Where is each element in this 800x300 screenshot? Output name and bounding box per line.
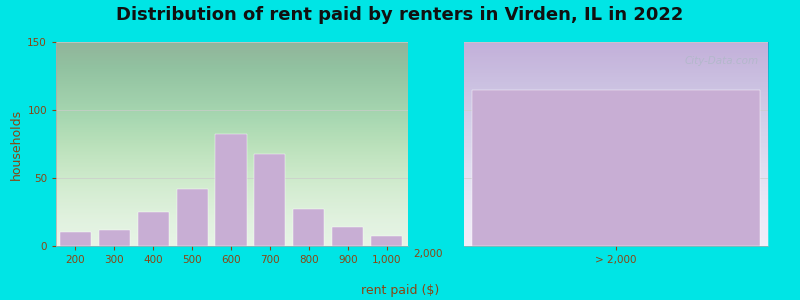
Text: City-Data.com: City-Data.com bbox=[685, 56, 759, 66]
Bar bbox=[98, 230, 130, 246]
Bar bbox=[294, 209, 324, 246]
Bar bbox=[472, 90, 761, 246]
Text: Distribution of rent paid by renters in Virden, IL in 2022: Distribution of rent paid by renters in … bbox=[116, 6, 684, 24]
Text: 2,000: 2,000 bbox=[414, 249, 442, 259]
Bar bbox=[60, 232, 91, 246]
Bar bbox=[215, 134, 246, 246]
Bar bbox=[177, 189, 208, 246]
Bar bbox=[138, 212, 169, 246]
Y-axis label: households: households bbox=[10, 108, 23, 180]
Bar bbox=[371, 236, 402, 246]
Bar bbox=[332, 227, 363, 246]
Bar bbox=[254, 154, 286, 246]
Text: rent paid ($): rent paid ($) bbox=[361, 284, 439, 297]
